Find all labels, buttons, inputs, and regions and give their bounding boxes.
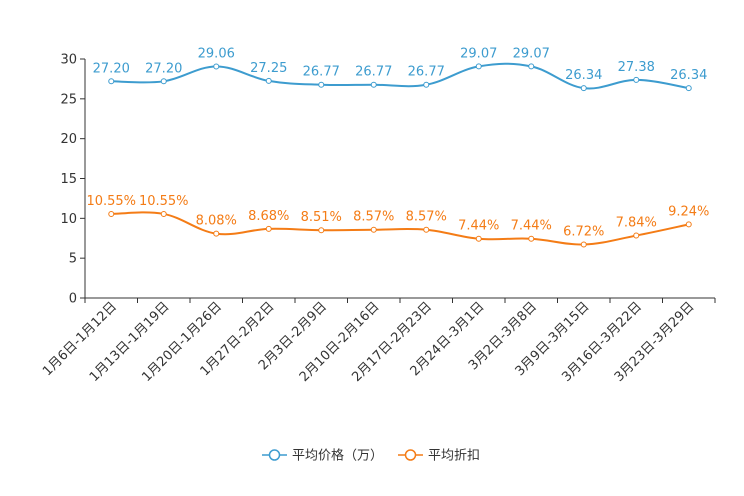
data-point[interactable] [370,226,377,233]
data-label: 7.84% [616,216,657,231]
legend-item-0[interactable]: 平均价格（万） [262,448,383,464]
data-label: 27.20 [145,61,182,76]
data-label: 26.34 [670,68,707,83]
y-tick-label: 20 [60,132,77,147]
data-point[interactable] [160,78,167,85]
data-label: 27.20 [93,61,130,76]
data-point[interactable] [108,210,115,217]
y-tick-label: 5 [69,252,77,267]
legend-circle-icon [404,449,417,461]
data-point[interactable] [318,81,325,88]
data-label: 8.57% [353,210,394,225]
data-point[interactable] [213,230,220,237]
data-point[interactable] [318,227,325,234]
data-point[interactable] [265,77,272,84]
data-label: 8.51% [301,210,342,225]
legend-item-1[interactable]: 平均折扣 [398,449,480,464]
data-point[interactable] [580,85,587,92]
y-axis: 0 5 10 15 20 25 30 [60,53,86,307]
data-label: 27.38 [618,60,655,75]
data-point[interactable] [108,78,115,85]
data-point[interactable] [528,63,535,70]
data-label: 9.24% [668,204,709,219]
legend-label: 平均价格（万） [292,448,383,464]
data-point[interactable] [423,226,430,233]
data-point[interactable] [160,210,167,217]
data-label: 7.44% [511,219,552,234]
data-point[interactable] [265,225,272,232]
series-line [111,62,689,90]
data-point[interactable] [685,85,692,92]
data-point[interactable] [633,232,640,239]
data-point[interactable] [528,235,535,242]
series-layer: 27.20 27.20 29.06 27.25 26.77 26.77 26.77 29.07… [86,46,709,248]
legend-label: 平均折扣 [428,449,480,464]
data-label: 8.57% [406,210,447,225]
data-label: 29.07 [460,46,497,61]
y-tick-label: 25 [60,92,77,107]
data-label: 10.55% [139,194,189,209]
data-label: 6.72% [563,224,604,239]
data-point[interactable] [633,76,640,83]
series-0: 27.20 27.20 29.06 27.25 26.77 26.77 26.77 29.07… [93,46,707,92]
data-label: 7.44% [458,219,499,234]
data-label: 10.55% [86,194,136,209]
data-point[interactable] [580,241,587,248]
y-tick-label: 15 [60,172,77,187]
data-label: 26.77 [355,65,392,80]
data-point[interactable] [475,235,482,242]
data-label: 29.06 [198,46,235,61]
data-label: 26.34 [565,68,602,83]
data-label: 26.77 [303,65,340,80]
series-line [111,211,689,246]
data-label: 8.68% [248,209,289,224]
data-point[interactable] [423,81,430,88]
data-point[interactable] [475,63,482,70]
legend-circle-icon [268,449,281,461]
data-label: 27.25 [250,61,287,76]
y-tick-label: 30 [60,53,77,68]
data-point[interactable] [213,63,220,70]
y-tick-label: 10 [60,212,77,227]
data-label: 8.08% [196,214,237,229]
data-label: 29.07 [513,46,550,61]
series-1: 10.55% 10.55% 8.08% 8.68% 8.51% 8.57% 8.57% 7.4… [86,194,709,248]
y-tick-label: 0 [69,292,77,307]
data-point[interactable] [685,221,692,228]
legend[interactable]: 平均价格（万） 平均折扣 [262,448,480,464]
x-axis: 1月6日-1月12日1月13日-1月19日1月20日-1月26日1月27日-2月… [40,297,716,385]
data-label: 26.77 [408,65,445,80]
data-point[interactable] [370,81,377,88]
